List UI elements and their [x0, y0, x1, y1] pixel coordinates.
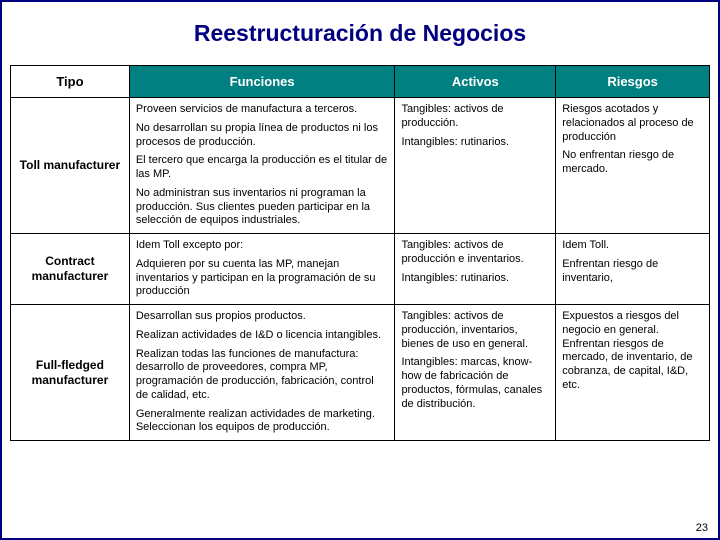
- page-number: 23: [696, 522, 708, 534]
- cell-activos-contract: Tangibles: activos de producción e inven…: [395, 234, 556, 305]
- riesgos-text: No enfrentan riesgo de mercado.: [562, 149, 703, 177]
- riesgos-text: Idem Toll.: [562, 239, 703, 253]
- activos-text: Tangibles: activos de producción e inven…: [401, 239, 549, 267]
- cell-riesgos-contract: Idem Toll. Enfrentan riesgo de inventari…: [556, 234, 710, 305]
- func-text: Proveen servicios de manufactura a terce…: [136, 103, 389, 117]
- func-text: No desarrollan su propia línea de produc…: [136, 122, 389, 150]
- slide-title: Reestructuración de Negocios: [10, 20, 710, 47]
- activos-text: Tangibles: activos de producción, invent…: [401, 310, 549, 351]
- activos-text: Intangibles: marcas, know-how de fabrica…: [401, 356, 549, 411]
- func-text: Realizan todas las funciones de manufact…: [136, 348, 389, 403]
- riesgos-text: Enfrentan riesgo de inventario,: [562, 258, 703, 286]
- activos-text: Tangibles: activos de producción.: [401, 103, 549, 131]
- header-tipo: Tipo: [11, 66, 130, 98]
- comparison-table: Tipo Funciones Activos Riesgos Toll manu…: [10, 65, 710, 441]
- func-text: Realizan actividades de I&D o licencia i…: [136, 329, 389, 343]
- func-text: Adquieren por su cuenta las MP, manejan …: [136, 258, 389, 299]
- cell-riesgos-toll: Riesgos acotados y relacionados al proce…: [556, 98, 710, 234]
- activos-text: Intangibles: rutinarios.: [401, 272, 549, 286]
- slide-frame: Reestructuración de Negocios Tipo Funcio…: [0, 0, 720, 540]
- cell-riesgos-full: Expuestos a riesgos del negocio en gener…: [556, 305, 710, 441]
- table-row: Toll manufacturer Proveen servicios de m…: [11, 98, 710, 234]
- cell-activos-toll: Tangibles: activos de producción. Intang…: [395, 98, 556, 234]
- func-text: Idem Toll excepto por:: [136, 239, 389, 253]
- header-activos: Activos: [395, 66, 556, 98]
- cell-tipo-contract: Contract manufacturer: [11, 234, 130, 305]
- riesgos-text: Expuestos a riesgos del negocio en gener…: [562, 310, 703, 393]
- header-funciones: Funciones: [129, 66, 395, 98]
- header-riesgos: Riesgos: [556, 66, 710, 98]
- cell-func-full: Desarrollan sus propios productos. Reali…: [129, 305, 395, 441]
- table-row: Full-fledged manufacturer Desarrollan su…: [11, 305, 710, 441]
- func-text: Generalmente realizan actividades de mar…: [136, 408, 389, 436]
- activos-text: Intangibles: rutinarios.: [401, 136, 549, 150]
- cell-func-toll: Proveen servicios de manufactura a terce…: [129, 98, 395, 234]
- cell-activos-full: Tangibles: activos de producción, invent…: [395, 305, 556, 441]
- cell-tipo-full: Full-fledged manufacturer: [11, 305, 130, 441]
- func-text: No administran sus inventarios ni progra…: [136, 187, 389, 228]
- func-text: El tercero que encarga la producción es …: [136, 154, 389, 182]
- table-row: Contract manufacturer Idem Toll excepto …: [11, 234, 710, 305]
- table-header-row: Tipo Funciones Activos Riesgos: [11, 66, 710, 98]
- cell-tipo-toll: Toll manufacturer: [11, 98, 130, 234]
- func-text: Desarrollan sus propios productos.: [136, 310, 389, 324]
- riesgos-text: Riesgos acotados y relacionados al proce…: [562, 103, 703, 144]
- cell-func-contract: Idem Toll excepto por: Adquieren por su …: [129, 234, 395, 305]
